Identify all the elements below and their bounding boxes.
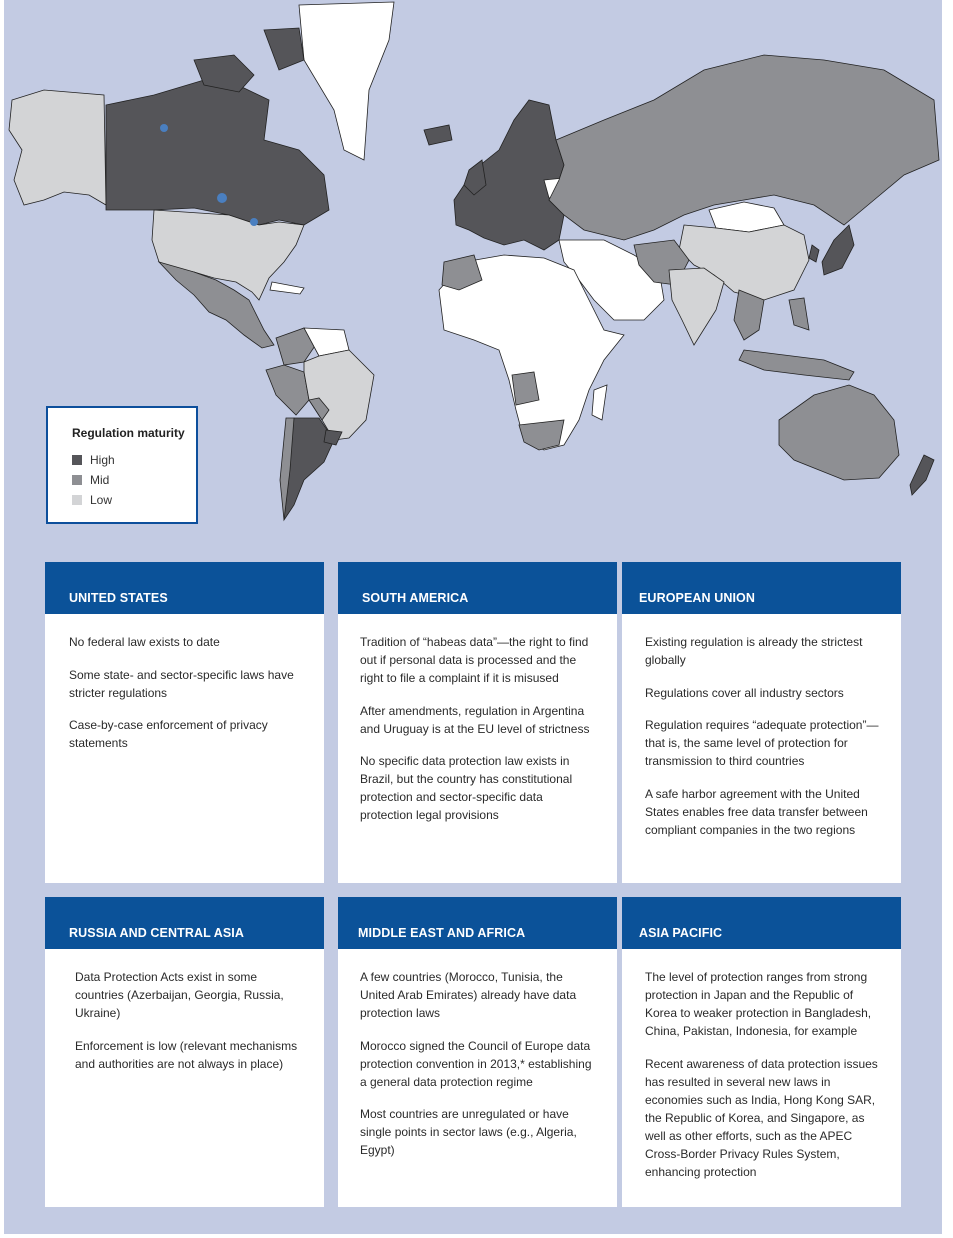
legend-swatch-mid bbox=[72, 475, 82, 485]
card-title: ASIA PACIFIC bbox=[622, 897, 901, 949]
map-region-colombia bbox=[275, 327, 320, 366]
map-region-greenland bbox=[298, 1, 395, 161]
card-point: Existing regulation is already the stric… bbox=[645, 635, 863, 667]
legend-label: Mid bbox=[90, 473, 110, 487]
map-region-uruguay bbox=[323, 429, 343, 446]
map-region-alaska bbox=[8, 89, 107, 206]
card-point: Morocco signed the Council of Europe dat… bbox=[360, 1038, 592, 1089]
map-region-caribbean bbox=[269, 281, 305, 295]
map-region-canada bbox=[105, 79, 330, 226]
legend-swatch-low bbox=[72, 495, 82, 505]
map-region-india bbox=[668, 267, 725, 346]
map-region-peru bbox=[265, 364, 310, 416]
map-region-australia bbox=[778, 384, 900, 481]
map-region-china bbox=[678, 224, 810, 301]
legend-label: Low bbox=[90, 493, 113, 507]
card-point: After amendments, regulation in Argentin… bbox=[360, 703, 590, 736]
legend-item-mid: Mid bbox=[72, 470, 196, 490]
card-russia-central-asia: RUSSIA AND CENTRAL ASIA Data Protection … bbox=[45, 897, 324, 1207]
card-point: Recent awareness of data protection issu… bbox=[645, 1056, 878, 1179]
card-point: Data Protection Acts exist in some count… bbox=[75, 970, 284, 1020]
map-legend: Regulation maturity High Mid Low bbox=[46, 406, 198, 524]
map-region-south-africa bbox=[518, 419, 565, 451]
card-point: No specific data protection law exists i… bbox=[360, 754, 573, 822]
map-region-mexico bbox=[157, 261, 275, 349]
page-background: Regulation maturity High Mid Low UNITED … bbox=[4, 0, 942, 1234]
card-point: The level of protection ranges from stro… bbox=[645, 970, 872, 1038]
map-region-angola bbox=[511, 371, 540, 406]
map-region-southeast-asia bbox=[733, 289, 765, 341]
card-point: No federal law exists to date bbox=[69, 635, 220, 649]
card-united-states: UNITED STATES No federal law exists to d… bbox=[45, 562, 324, 883]
legend-item-low: Low bbox=[72, 490, 196, 510]
card-title: SOUTH AMERICA bbox=[338, 562, 617, 614]
map-region-japan bbox=[821, 224, 855, 276]
card-body: A few countries (Morocco, Tunisia, the U… bbox=[338, 949, 617, 1159]
card-point: Most countries are unregulated or have s… bbox=[360, 1107, 577, 1157]
card-point: Enforcement is low (relevant mechanisms … bbox=[75, 1038, 298, 1071]
map-region-arctic-islands bbox=[193, 27, 305, 93]
card-point: A few countries (Morocco, Tunisia, the U… bbox=[360, 970, 577, 1020]
card-point: Tradition of “habeas data”—the right to … bbox=[360, 635, 589, 685]
card-middle-east-africa: MIDDLE EAST AND AFRICA A few countries (… bbox=[338, 897, 617, 1207]
map-region-iceland bbox=[423, 124, 453, 146]
map-region-new-zealand bbox=[909, 454, 935, 496]
map-region-uk bbox=[463, 159, 487, 196]
legend-label: High bbox=[90, 453, 115, 467]
map-region-russia bbox=[548, 54, 940, 241]
map-region-madagascar bbox=[591, 384, 608, 421]
card-body: Tradition of “habeas data”—the right to … bbox=[338, 614, 617, 824]
card-point: Regulation requires “adequate protection… bbox=[645, 718, 879, 768]
map-region-paraguay bbox=[308, 397, 330, 421]
card-point: Some state- and sector-specific laws hav… bbox=[69, 667, 294, 700]
card-south-america: SOUTH AMERICA Tradition of “habeas data”… bbox=[338, 562, 617, 883]
map-region-morocco bbox=[441, 254, 483, 291]
map-region-indonesia bbox=[738, 349, 855, 381]
card-title: UNITED STATES bbox=[45, 562, 324, 614]
card-title: EUROPEAN UNION bbox=[622, 562, 901, 614]
card-point: Regulations cover all industry sectors bbox=[645, 685, 844, 700]
map-region-philippines bbox=[788, 297, 810, 331]
card-point: Case-by-case enforcement of privacy stat… bbox=[69, 718, 268, 750]
world-map bbox=[8, 1, 940, 522]
card-title: MIDDLE EAST AND AFRICA bbox=[338, 897, 617, 949]
card-asia-pacific: ASIA PACIFIC The level of protection ran… bbox=[622, 897, 901, 1207]
map-region-korea bbox=[808, 244, 820, 263]
map-region-chile bbox=[279, 417, 295, 521]
legend-item-high: High bbox=[72, 450, 196, 470]
card-title: RUSSIA AND CENTRAL ASIA bbox=[45, 897, 324, 949]
card-point: A safe harbor agreement with the United … bbox=[645, 786, 868, 837]
map-region-africa bbox=[438, 254, 625, 451]
card-european-union: EUROPEAN UNION Existing regulation is al… bbox=[622, 562, 901, 883]
card-body: The level of protection ranges from stro… bbox=[622, 949, 901, 1181]
legend-swatch-high bbox=[72, 455, 82, 465]
card-body: No federal law exists to date Some state… bbox=[45, 614, 324, 752]
legend-title: Regulation maturity bbox=[72, 426, 185, 440]
card-body: Existing regulation is already the stric… bbox=[622, 614, 901, 839]
card-body: Data Protection Acts exist in some count… bbox=[45, 949, 324, 1073]
